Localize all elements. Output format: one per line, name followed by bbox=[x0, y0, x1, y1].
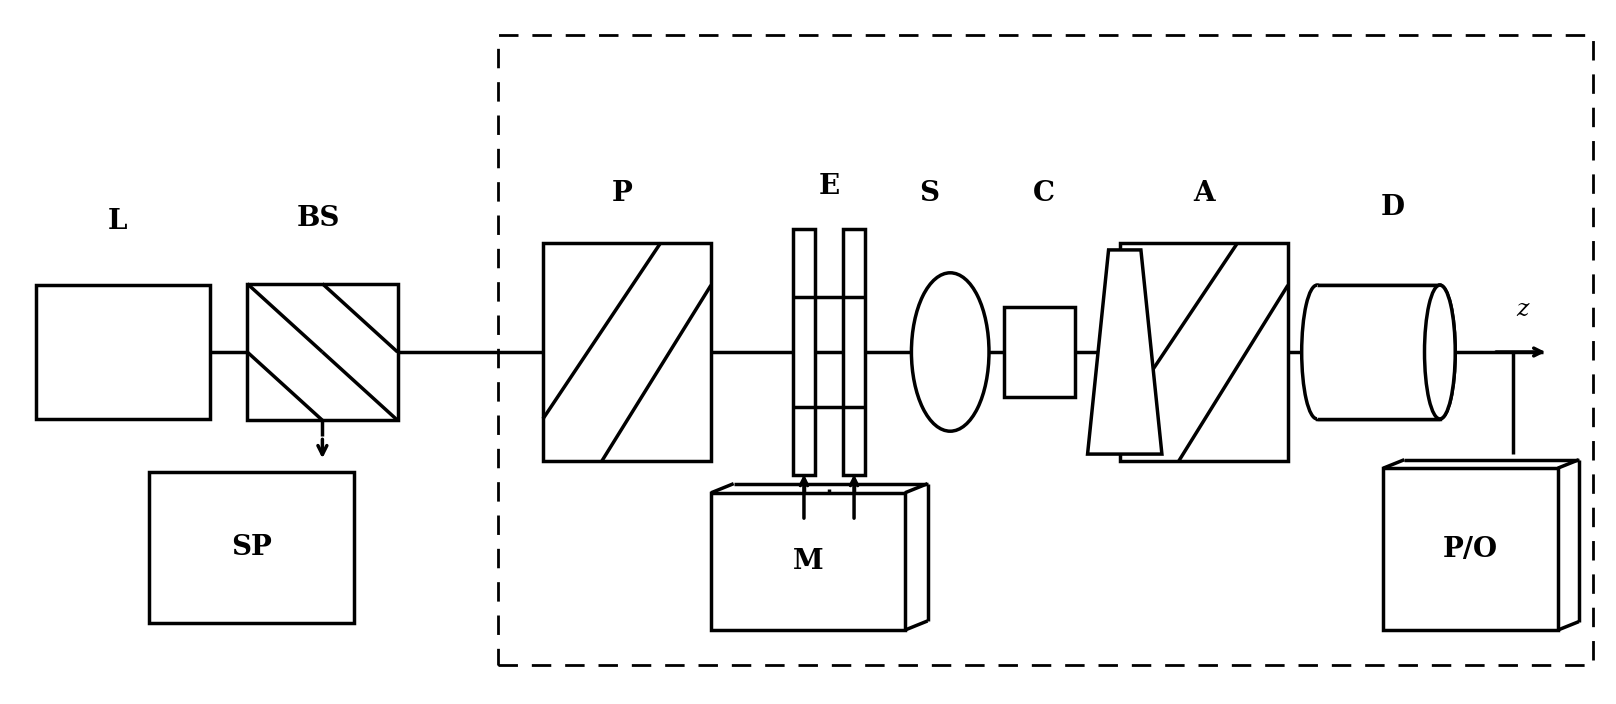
Ellipse shape bbox=[1301, 285, 1332, 419]
Text: A: A bbox=[1193, 180, 1215, 207]
Bar bbox=[1004, 307, 1075, 397]
Text: P/O: P/O bbox=[1443, 536, 1498, 562]
Bar bbox=[1383, 468, 1558, 630]
Text: E: E bbox=[818, 173, 840, 200]
Bar bbox=[844, 229, 866, 475]
Text: z: z bbox=[1516, 298, 1529, 321]
Text: BS: BS bbox=[297, 205, 339, 232]
Text: P: P bbox=[612, 180, 632, 207]
Ellipse shape bbox=[1425, 285, 1456, 419]
Bar bbox=[1317, 285, 1440, 419]
Polygon shape bbox=[1088, 250, 1162, 454]
Bar bbox=[36, 285, 210, 419]
Bar bbox=[1317, 285, 1440, 419]
Text: D: D bbox=[1382, 194, 1404, 221]
Ellipse shape bbox=[1425, 285, 1456, 419]
Bar bbox=[149, 472, 354, 623]
Text: M: M bbox=[793, 548, 823, 575]
Text: SP: SP bbox=[231, 534, 271, 561]
Ellipse shape bbox=[911, 272, 989, 431]
Bar bbox=[247, 284, 398, 420]
Text: C: C bbox=[1033, 180, 1055, 207]
Bar bbox=[1120, 243, 1288, 461]
Text: S: S bbox=[920, 180, 939, 207]
Text: L: L bbox=[108, 208, 128, 235]
Bar bbox=[711, 493, 905, 630]
Bar bbox=[498, 35, 1593, 665]
Bar bbox=[793, 229, 816, 475]
Bar bbox=[543, 243, 711, 461]
